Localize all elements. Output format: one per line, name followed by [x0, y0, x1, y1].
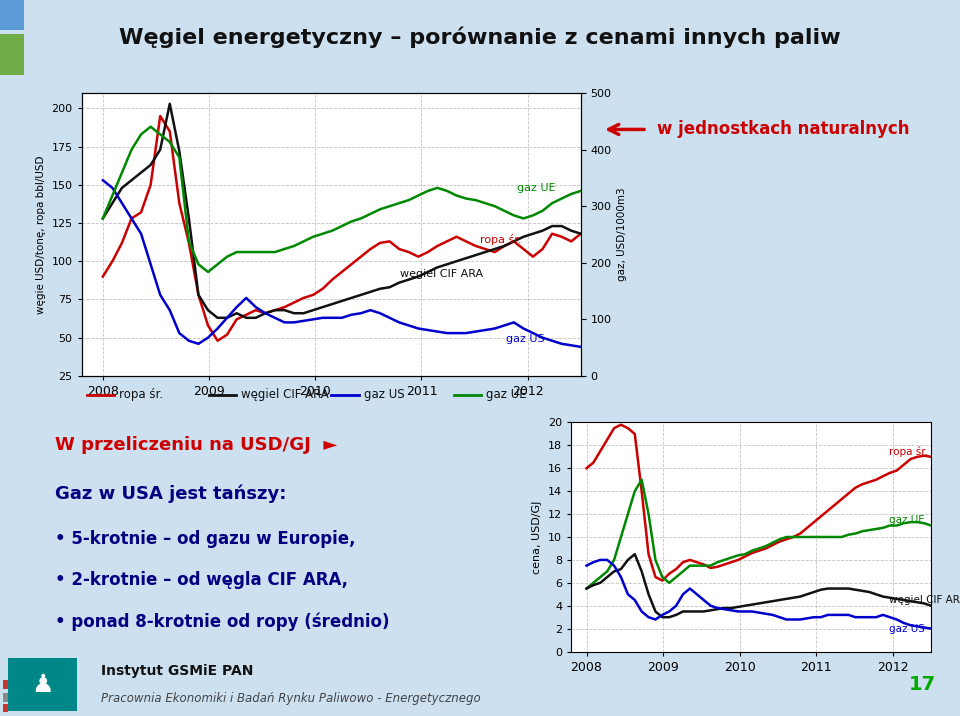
Text: • ponad 8-krotnie od ropy (średnio): • ponad 8-krotnie od ropy (średnio)	[55, 613, 389, 631]
Text: ropa śr.: ropa śr.	[480, 234, 521, 245]
Text: gaz UE: gaz UE	[889, 516, 924, 526]
Text: • 2-krotnie – od węgla CIF ARA,: • 2-krotnie – od węgla CIF ARA,	[55, 571, 348, 589]
FancyBboxPatch shape	[8, 658, 77, 711]
Text: • 5-krotnie – od gazu w Europie,: • 5-krotnie – od gazu w Europie,	[55, 530, 355, 548]
Y-axis label: cena, USD/GJ: cena, USD/GJ	[533, 500, 542, 574]
Text: Gaz w USA jest tańszy:: Gaz w USA jest tańszy:	[55, 484, 286, 503]
Text: gaz US: gaz US	[507, 334, 545, 344]
Text: węgiel CIF ARA: węgiel CIF ARA	[241, 388, 329, 401]
Text: ♟: ♟	[31, 672, 54, 697]
Text: gaz US: gaz US	[889, 624, 924, 634]
Text: Instytut GSMiE PAN: Instytut GSMiE PAN	[101, 664, 253, 677]
Text: ropa śr.: ropa śr.	[119, 388, 163, 401]
Text: gaz UE: gaz UE	[517, 183, 556, 193]
Text: węgiel CIF ARA: węgiel CIF ARA	[889, 596, 960, 606]
Text: 17: 17	[909, 675, 936, 694]
Y-axis label: gaz, USD/1000m3: gaz, USD/1000m3	[617, 188, 627, 281]
Y-axis label: węgie USD/tonę, ropa bbl/USD: węgie USD/tonę, ropa bbl/USD	[36, 155, 46, 314]
Text: ropa śr.: ropa śr.	[889, 445, 928, 457]
Text: Pracownia Ekonomiki i Badań Rynku Paliwowo - Energetycznego: Pracownia Ekonomiki i Badań Rynku Paliwo…	[101, 692, 481, 705]
Text: Węgiel energetyczny – porównanie z cenami innych paliw: Węgiel energetyczny – porównanie z cenam…	[119, 26, 841, 49]
Bar	[0, 34, 24, 75]
Text: W przeliczeniu na USD/GJ  ►: W przeliczeniu na USD/GJ ►	[55, 436, 337, 454]
Text: gaz US: gaz US	[364, 388, 404, 401]
Text: gaz UE: gaz UE	[486, 388, 527, 401]
Text: węgiel CIF ARA: węgiel CIF ARA	[400, 268, 484, 279]
Text: w jednostkach naturalnych: w jednostkach naturalnych	[658, 120, 910, 138]
Bar	[0, 0, 24, 30]
